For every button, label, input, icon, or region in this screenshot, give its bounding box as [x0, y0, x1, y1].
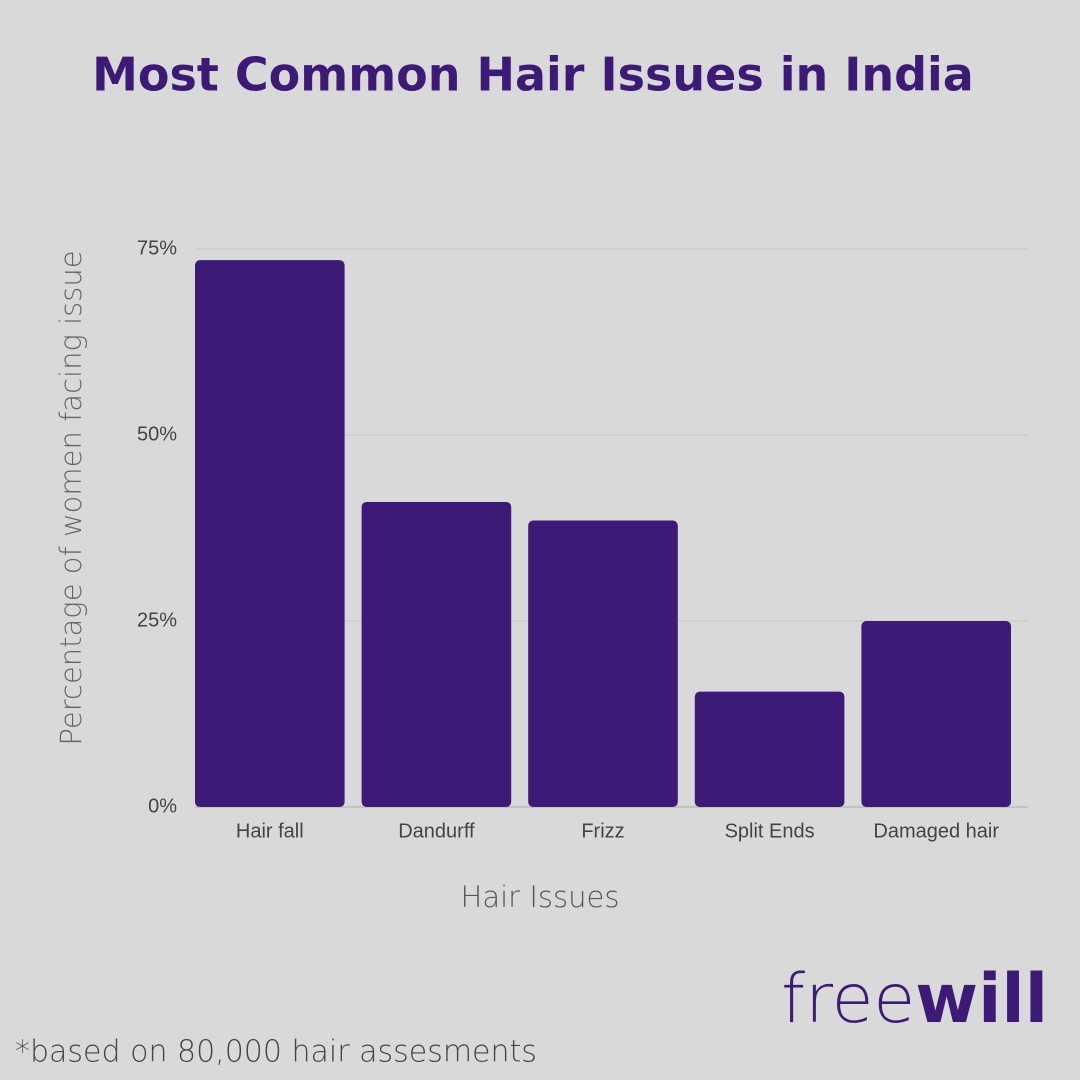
x-tick-label: Hair fall — [236, 820, 304, 842]
y-axis-label: Percentage of women facing issue — [54, 250, 88, 745]
x-tick-label: Split Ends — [725, 820, 815, 842]
logo-part: free — [781, 960, 915, 1039]
x-tick-label: Dandurff — [398, 820, 475, 842]
bar — [361, 501, 512, 807]
footnote: *based on 80,000 hair assesments — [15, 1035, 537, 1070]
logo-part: will — [915, 960, 1048, 1039]
bar — [195, 260, 345, 807]
bar — [861, 621, 1011, 807]
x-tick-label: Damaged hair — [873, 820, 999, 842]
y-tick-label: 25% — [137, 609, 177, 631]
y-tick-label: 50% — [137, 423, 177, 445]
bar — [528, 520, 678, 807]
x-axis-label: Hair Issues — [461, 880, 620, 914]
y-tick-label: 0% — [148, 795, 177, 817]
y-tick-label: 75% — [137, 237, 177, 259]
logo: freewill — [781, 960, 1048, 1039]
chart-title: Most Common Hair Issues in India — [92, 48, 974, 102]
bar — [694, 691, 845, 807]
x-tick-label: Frizz — [581, 820, 624, 842]
